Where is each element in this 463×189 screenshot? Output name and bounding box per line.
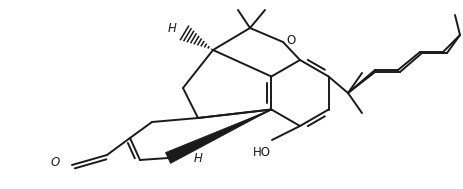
Text: O: O	[286, 33, 295, 46]
Text: H: H	[194, 152, 202, 164]
Text: H: H	[168, 22, 176, 35]
Text: O: O	[50, 156, 60, 170]
Text: HO: HO	[253, 146, 271, 160]
Polygon shape	[165, 109, 271, 163]
